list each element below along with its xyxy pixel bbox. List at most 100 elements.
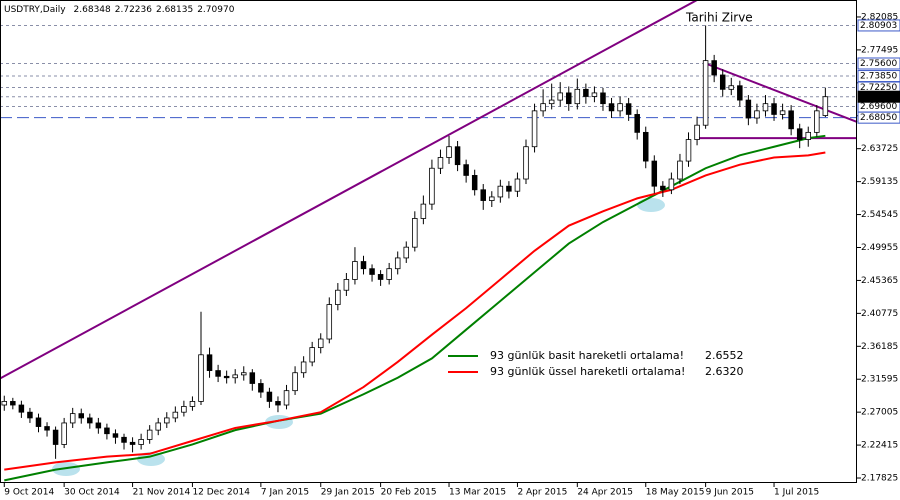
level-box	[857, 19, 900, 32]
highlight	[137, 452, 165, 466]
high: 2.72236	[115, 5, 152, 15]
candle-body	[617, 103, 623, 112]
y-tick-label: 2.59135	[861, 177, 898, 187]
candle-body	[18, 404, 25, 413]
candle-body	[668, 178, 675, 191]
y-tick-label: 2.36185	[861, 342, 898, 352]
y-tick-label: 2.77495	[861, 45, 898, 55]
candle-body	[61, 422, 67, 445]
symbol: USDTRY,Daily	[4, 5, 66, 15]
level-box	[857, 111, 900, 124]
candle-body	[677, 160, 683, 180]
candle-body	[591, 92, 598, 97]
candle-body	[326, 304, 333, 340]
candle-body	[437, 157, 444, 169]
legend-entry: 93 günlük üssel hareketli ortalama!	[490, 365, 685, 378]
candle-body	[223, 375, 230, 379]
candle-body	[651, 160, 658, 187]
candle-body	[412, 218, 418, 248]
candle-body	[583, 88, 589, 97]
candle-body	[104, 427, 110, 435]
legend: 93 günlük basit hareketli ortalama! 2.65…	[448, 349, 744, 378]
candle-body	[360, 261, 367, 270]
candle-body	[232, 374, 238, 379]
candle-body	[531, 110, 538, 148]
x-tick-label: 21 Nov 2014	[133, 488, 191, 498]
y-tick-label: 2.31595	[861, 375, 898, 385]
candle-body	[728, 85, 735, 90]
candle-body	[275, 401, 281, 406]
highlight	[637, 198, 665, 212]
candle-body	[155, 422, 161, 431]
candle-body	[27, 411, 33, 419]
candle-body	[514, 178, 521, 192]
candle-body	[198, 354, 204, 402]
last-price-label: 2.70970	[860, 92, 897, 102]
x-tick-label: 1 Jul 2015	[774, 488, 819, 498]
y-tick-label: 2.27005	[861, 408, 898, 418]
candle-body	[10, 401, 16, 406]
candle-body	[52, 429, 59, 445]
candle-body	[309, 347, 315, 363]
candle-body	[335, 289, 341, 305]
last-price-box	[857, 90, 900, 103]
candle-body	[625, 103, 632, 115]
candle-body	[754, 110, 760, 119]
candle-body	[796, 128, 803, 140]
x-tick-label: 18 May 2015	[646, 488, 705, 498]
y-tick-label: 2.22415	[861, 441, 898, 451]
candle-body	[369, 268, 375, 275]
candle-body	[454, 146, 461, 166]
candle-body	[557, 92, 563, 101]
close: 2.70970	[197, 5, 234, 15]
plot	[0, 0, 858, 482]
x-tick-label: 29 Jan 2015	[321, 488, 375, 498]
candle-body	[745, 99, 752, 119]
level-label: 2.75600	[860, 59, 897, 69]
y-tick-label: 2.63725	[861, 144, 898, 154]
candle-body	[403, 246, 410, 259]
candle-body	[805, 131, 812, 140]
candle-body	[429, 167, 435, 205]
candle-body	[386, 268, 392, 280]
trendline	[705, 62, 858, 123]
candle-body	[44, 426, 50, 431]
candle-body	[292, 372, 298, 392]
candle-body	[600, 92, 606, 105]
candle-body	[181, 406, 187, 413]
open: 2.68348	[74, 5, 111, 15]
candle-body	[241, 372, 247, 376]
candle-body	[608, 103, 615, 112]
candle-body	[215, 370, 221, 377]
candle-body	[497, 185, 504, 198]
level-label: 2.80903	[860, 21, 897, 31]
candle-body	[548, 99, 555, 105]
candle-body	[164, 417, 170, 424]
candle-body	[574, 88, 581, 105]
candle-body	[78, 413, 85, 419]
candle-body	[788, 110, 794, 130]
candle-body	[471, 175, 478, 191]
candle-body	[266, 391, 273, 402]
moving-average	[4, 134, 826, 482]
candle-body	[702, 60, 709, 126]
candle-body	[737, 85, 743, 101]
candle-body	[1, 401, 8, 406]
candle-body	[540, 103, 546, 112]
candle-body	[694, 124, 700, 140]
candle-body	[660, 185, 666, 191]
level-box	[857, 57, 900, 70]
candle-body	[317, 338, 324, 349]
candle-body	[685, 139, 692, 162]
candle-body	[523, 146, 529, 180]
x-tick-label: 12 Dec 2014	[192, 488, 250, 498]
y-tick-label: 2.54545	[861, 210, 898, 220]
candle-body	[343, 279, 350, 291]
y-tick-label: 2.17825	[861, 474, 898, 484]
candle-body	[283, 390, 290, 406]
trendline	[0, 0, 698, 380]
candle-body	[172, 411, 179, 419]
candle-body	[642, 131, 649, 162]
